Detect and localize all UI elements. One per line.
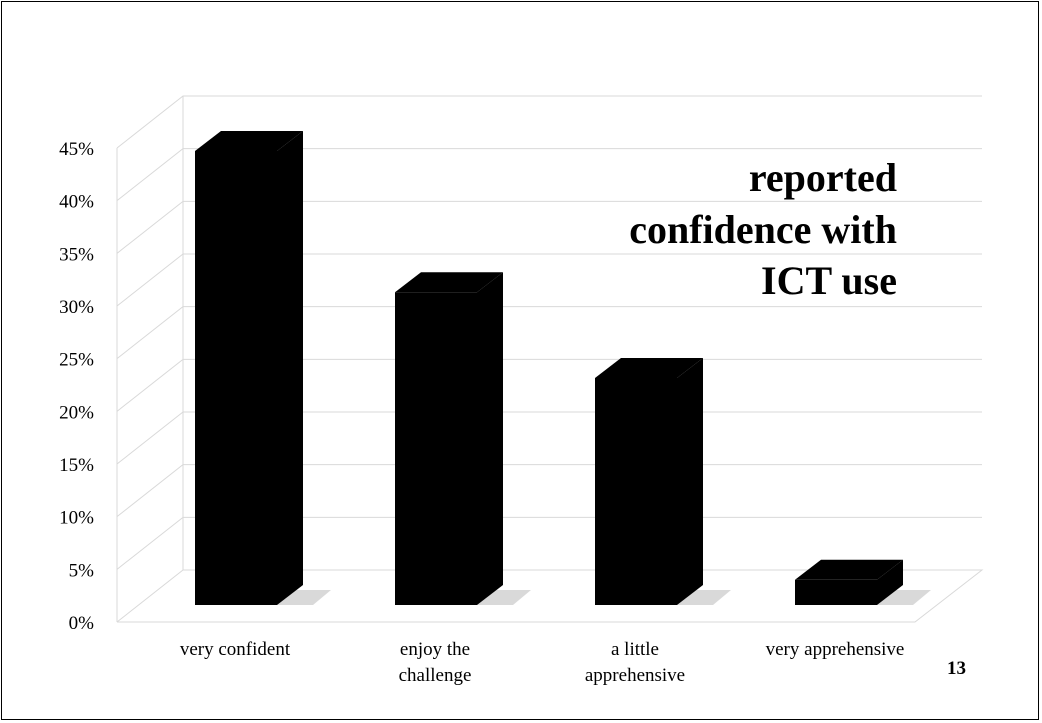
gridline — [116, 411, 982, 465]
chart-title-line-2: confidence with — [629, 207, 897, 252]
chart-title-line-1: reported — [749, 155, 897, 200]
y-tick-label: 40% — [59, 192, 94, 213]
chart-floor — [116, 569, 984, 623]
y-tick-label: 10% — [59, 508, 94, 529]
gridline — [116, 200, 982, 254]
bar-top — [195, 131, 303, 151]
gridline — [116, 464, 982, 518]
bar-top — [395, 272, 503, 293]
chart-bars — [195, 131, 931, 605]
bar — [395, 272, 531, 605]
y-tick-label: 30% — [59, 297, 94, 318]
x-category-label: challenge — [399, 665, 472, 686]
y-tick-label: 15% — [59, 455, 94, 476]
y-tick-label: 20% — [59, 402, 94, 423]
x-axis-categories: very confident enjoy the challenge a little… — [180, 639, 905, 686]
y-tick-label: 0% — [69, 613, 95, 634]
chart-title: reported confidence with ICT use — [629, 155, 897, 303]
gridline — [116, 358, 982, 412]
bar — [595, 358, 731, 605]
x-category-label: a little — [611, 639, 659, 660]
y-tick-label: 5% — [69, 560, 95, 581]
bar-side — [477, 272, 503, 605]
bar-top — [595, 358, 703, 378]
bar-front — [595, 378, 677, 605]
chart-gridlines — [116, 95, 984, 623]
x-category-label: very apprehensive — [766, 639, 905, 660]
bar-side — [877, 559, 903, 605]
y-tick-label: 45% — [59, 139, 94, 160]
bar-top — [795, 559, 903, 580]
x-category-label: very confident — [180, 639, 291, 660]
y-tick-label: 35% — [59, 244, 94, 265]
gridline — [116, 516, 982, 570]
y-tick-label: 25% — [59, 350, 94, 371]
bar-front — [795, 579, 877, 605]
page-number: 13 — [947, 658, 966, 679]
bar — [195, 131, 331, 605]
gridline — [116, 148, 982, 202]
gridline — [116, 306, 982, 360]
x-category-label: enjoy the — [400, 639, 470, 660]
bar-side — [677, 358, 703, 605]
bar — [795, 559, 931, 605]
gridline — [116, 95, 982, 149]
x-category-label: apprehensive — [585, 665, 685, 686]
bar-front — [195, 151, 277, 605]
chart-title-line-3: ICT use — [761, 258, 897, 303]
y-axis-ticks: 0% 5% 10% 15% 20% 25% 30% 35% 40% 45% — [59, 139, 94, 634]
gridline — [116, 253, 982, 307]
bar-front — [395, 292, 477, 605]
bar-side — [277, 131, 303, 605]
